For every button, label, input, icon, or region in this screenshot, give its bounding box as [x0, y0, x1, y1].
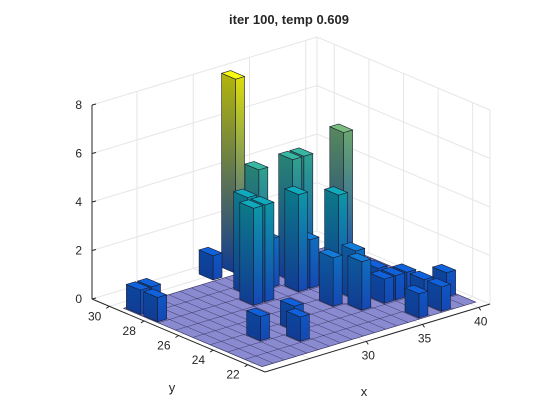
bar-face-front [260, 313, 270, 342]
x-axis-line [264, 303, 491, 373]
y-tick-label: 24 [192, 353, 206, 367]
bar-face-front [157, 294, 167, 323]
bar-face-top [238, 199, 264, 209]
bar-face-front [253, 205, 263, 306]
bar-face-top [244, 161, 269, 171]
bar [245, 307, 271, 342]
bar-face-front [298, 191, 308, 293]
bar-face-top [328, 123, 354, 133]
y-tick-label: 30 [88, 309, 102, 323]
x-tick-label: 35 [418, 331, 432, 345]
y-tick [106, 305, 110, 309]
bar-face-front [309, 236, 320, 289]
z-tick-label: 2 [75, 244, 82, 258]
bar-face-top [279, 297, 305, 307]
bar-face-top [283, 185, 309, 196]
chart-title: iter 100, temp 0.609 [229, 12, 349, 27]
bar-face-front [361, 258, 372, 311]
bar-face-top [125, 281, 151, 291]
bar-face-top [245, 307, 271, 317]
z-tick [91, 152, 97, 154]
bar-face-front [395, 272, 405, 301]
x-tick [478, 307, 482, 311]
z-tick-label: 8 [75, 98, 82, 112]
bar-face-top [318, 248, 344, 259]
bar-face-front [332, 254, 343, 307]
bar [426, 278, 452, 312]
bar-face-top [347, 252, 372, 263]
bar-face-top [136, 277, 162, 288]
bar [369, 270, 395, 304]
z-tick [91, 200, 97, 203]
bar-face-top [285, 308, 311, 318]
bar-face-top [341, 242, 366, 252]
bar-face-top [198, 246, 223, 257]
z-tick [91, 103, 97, 106]
bar [347, 252, 372, 311]
bar-face-front [383, 275, 394, 304]
bar-face-top [289, 147, 314, 157]
bar-face-top [323, 186, 349, 196]
bar-face-front [299, 313, 310, 342]
bar-face-side [347, 255, 363, 311]
bar-face-top [409, 270, 434, 280]
bar [404, 284, 429, 319]
bar [285, 308, 311, 342]
bar-face-top [142, 288, 168, 298]
bar-face-top [431, 263, 457, 274]
bar [283, 185, 309, 293]
bar-face-side [239, 201, 254, 306]
bar-face-top [380, 266, 406, 277]
z-tick [91, 249, 97, 251]
bar-face-top [250, 195, 275, 206]
bar-face-front [441, 283, 451, 312]
y-tick-label: 28 [123, 324, 137, 338]
y-tick [209, 349, 214, 353]
z-tick-label: 4 [75, 195, 82, 209]
x-tick-label: 30 [362, 348, 376, 362]
y-tick [244, 364, 248, 368]
bar-face-top [220, 70, 246, 80]
y-tick-label: 22 [226, 368, 240, 382]
y-tick-label: 26 [157, 339, 171, 353]
x-tick [422, 324, 425, 328]
z-gridline [91, 36, 491, 111]
bar [198, 246, 223, 281]
bar [142, 288, 168, 323]
x-tick [365, 341, 369, 345]
z-gridline [91, 84, 491, 159]
bar [238, 199, 264, 306]
bar-face-top [404, 284, 429, 295]
bar-face-front [418, 290, 429, 319]
bar [318, 248, 344, 307]
bar-face-top [426, 278, 452, 288]
x-tick-label: 40 [474, 314, 488, 328]
bar-face-side [284, 188, 299, 293]
bar-face-top [392, 263, 417, 273]
y-axis-label: y [169, 380, 176, 395]
z-tick-label: 0 [75, 292, 82, 306]
y-tick [140, 320, 145, 324]
bars-group [125, 70, 457, 342]
bar-face-top [232, 188, 258, 198]
x-axis-label: x [361, 384, 368, 399]
bar-face-front [264, 201, 275, 303]
y-tick [175, 335, 179, 338]
bar-face-top [277, 150, 303, 161]
bar-face-side [319, 251, 334, 307]
bar-face-front [212, 252, 223, 281]
z-tick-label: 6 [75, 147, 82, 161]
bar-face-top [369, 270, 395, 280]
